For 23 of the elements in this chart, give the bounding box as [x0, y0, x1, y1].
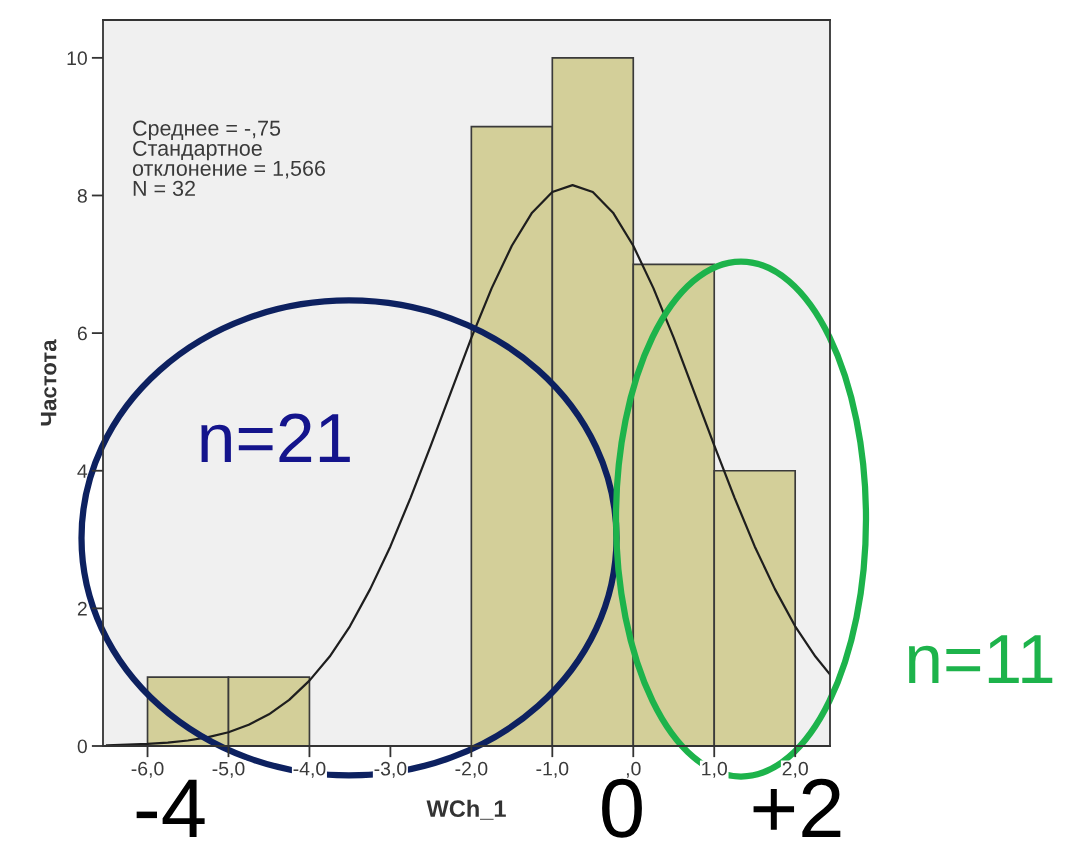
x-tick-label: 1,0 — [702, 761, 727, 778]
text: n=11 — [908, 635, 1053, 683]
x-tick-label: 2,0 — [782, 761, 808, 778]
y-tick-label: 4 — [77, 464, 88, 478]
y-axis-title: Частота — [40, 339, 57, 426]
annotation: n=21 — [201, 413, 350, 462]
text: -4 — [136, 779, 205, 837]
y-tick-label: 2 — [77, 601, 87, 616]
x-tick-label: -5,0 — [212, 761, 245, 778]
text: +2 — [753, 778, 841, 837]
x-tick-label: -1,0 — [536, 761, 569, 778]
y-tick-label: 0 — [77, 739, 87, 754]
annotation: Среднее = -,75 Стандартное отклонение = 1,566 N = 32 — [132, 120, 325, 197]
x-tick-label: -6,0 — [131, 761, 164, 778]
x-tick-label: -4,0 — [293, 761, 326, 778]
x-axis-title: WCh_1 — [426, 799, 506, 820]
x-tick-label: -2,0 — [455, 761, 488, 778]
y-tick-label: 10 — [67, 51, 87, 66]
y-tick-label: 6 — [77, 326, 87, 341]
x-tick-label: ,0 — [626, 761, 641, 778]
x-tick-label: -3,0 — [374, 761, 407, 778]
y-tick-label: 8 — [77, 188, 87, 203]
text: 0 — [602, 778, 642, 838]
